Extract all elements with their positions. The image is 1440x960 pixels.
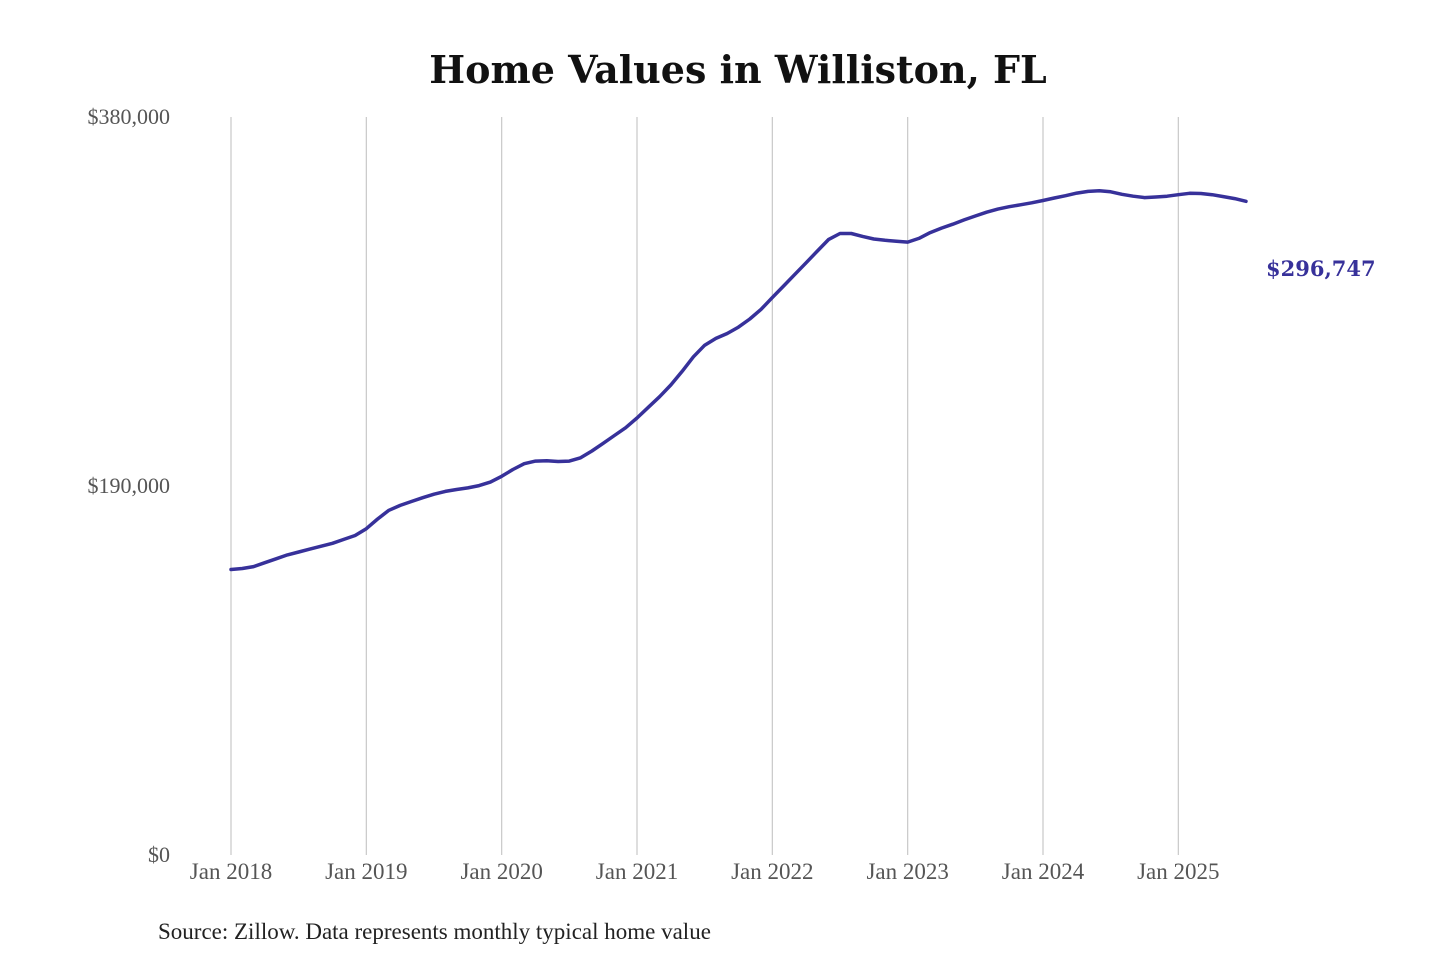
- y-axis-ticks: $0 $190,000 $380,000: [88, 104, 171, 867]
- x-tick-label: Jan 2020: [460, 859, 542, 884]
- chart-title: Home Values in Williston, FL: [429, 47, 1046, 92]
- x-tick-label: Jan 2022: [731, 859, 813, 884]
- x-axis-ticks: Jan 2018 Jan 2019 Jan 2020 Jan 2021 Jan 2022…: [190, 859, 1220, 884]
- y-tick-label: $380,000: [88, 104, 171, 129]
- x-tick-label: Jan 2018: [190, 859, 272, 884]
- home-value-line: [229, 189, 1248, 572]
- x-tick-label: Jan 2024: [1002, 859, 1085, 884]
- x-tick-label: Jan 2021: [596, 859, 678, 884]
- source-note: Source: Zillow. Data represents monthly …: [158, 919, 711, 944]
- y-tick-label: $0: [148, 842, 170, 867]
- y-tick-label: $190,000: [88, 473, 171, 498]
- x-tick-label: Jan 2019: [325, 859, 407, 884]
- x-tick-label: Jan 2023: [866, 859, 948, 884]
- gridlines: [230, 117, 1179, 855]
- x-tick-label: Jan 2025: [1137, 859, 1219, 884]
- end-value-label: $296,747: [1266, 256, 1376, 281]
